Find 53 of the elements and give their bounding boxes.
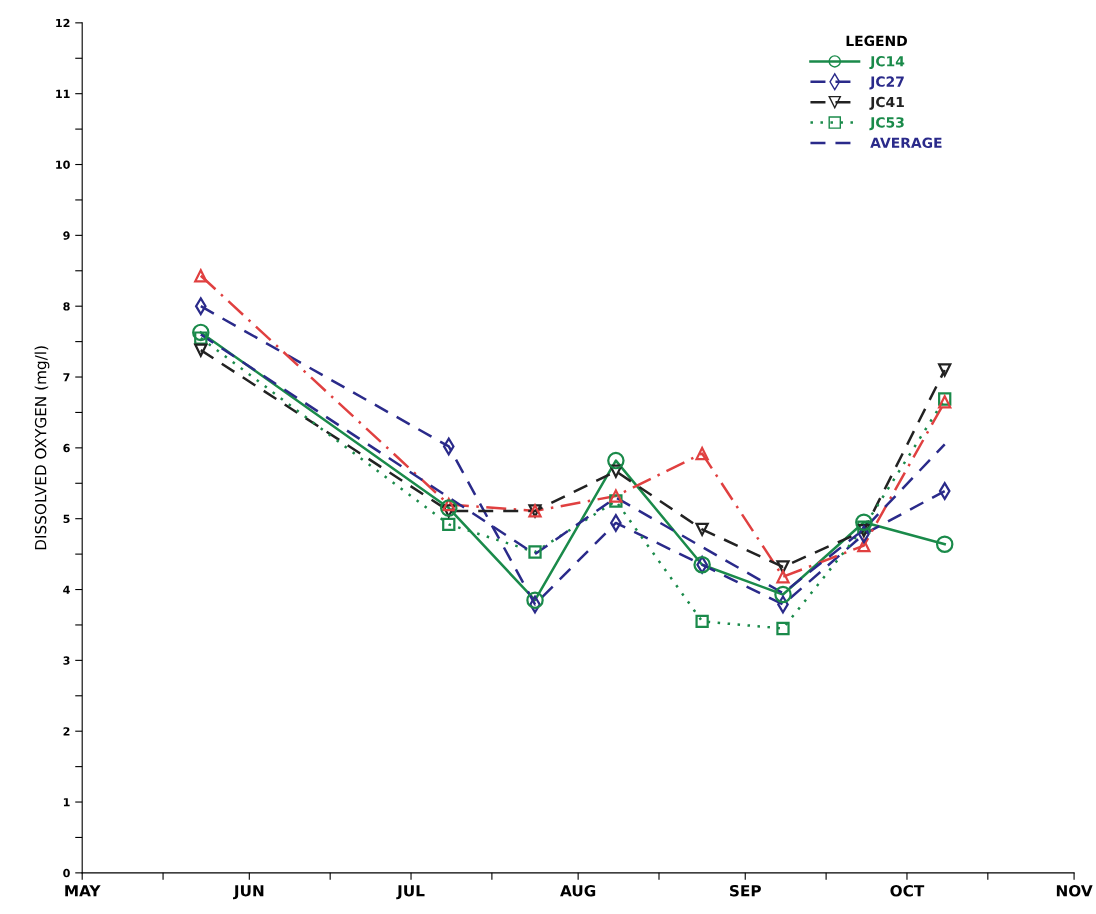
legend-label: AVERAGE bbox=[870, 137, 942, 149]
x-tick-label: SEP bbox=[730, 884, 761, 897]
x-tick-label: AUG bbox=[560, 884, 596, 897]
point bbox=[774, 585, 792, 604]
point bbox=[938, 363, 952, 377]
point bbox=[857, 520, 871, 534]
y-tick-label: 5 bbox=[63, 514, 70, 524]
y-tick-label: 2 bbox=[63, 727, 70, 736]
x-tick-label: OCT bbox=[890, 884, 925, 897]
point bbox=[935, 535, 954, 553]
point bbox=[609, 489, 623, 503]
point bbox=[609, 494, 623, 508]
point bbox=[695, 522, 709, 536]
legend-label: JC14 bbox=[869, 55, 905, 70]
point bbox=[776, 621, 790, 636]
y-tick-label: 6 bbox=[63, 443, 70, 453]
point bbox=[607, 451, 625, 470]
legend-title: LEGEND bbox=[846, 35, 907, 47]
point bbox=[776, 570, 790, 584]
x-tick-label: JUN bbox=[233, 885, 264, 900]
point bbox=[609, 464, 623, 478]
x-tick-label: MAY bbox=[65, 885, 101, 897]
y-tick-label: 10 bbox=[56, 160, 70, 169]
point bbox=[194, 343, 208, 357]
y-tick-label: 1 bbox=[63, 798, 70, 807]
y-tick-label: 0 bbox=[63, 868, 70, 878]
y-tick-label: 4 bbox=[63, 585, 70, 594]
point bbox=[857, 524, 871, 538]
point bbox=[442, 517, 456, 532]
x-tick-label: JUL bbox=[396, 885, 425, 900]
point bbox=[442, 497, 456, 512]
y-tick-label: 3 bbox=[63, 656, 70, 665]
point bbox=[528, 545, 542, 559]
point bbox=[192, 323, 210, 342]
y-tick-label: 7 bbox=[63, 373, 70, 382]
legend-label: JC27 bbox=[869, 76, 904, 90]
legend-label: JC41 bbox=[869, 96, 904, 110]
point bbox=[857, 538, 871, 553]
point bbox=[440, 499, 458, 517]
point bbox=[695, 446, 709, 461]
y-tick-label: 11 bbox=[56, 89, 70, 98]
point bbox=[194, 269, 208, 283]
y-tick-label: 9 bbox=[63, 231, 70, 240]
point bbox=[526, 591, 544, 609]
y-tick-label: 12 bbox=[56, 18, 70, 28]
y-tick-label: 8 bbox=[63, 302, 70, 311]
y-axis-title: DISSOLVED OXYGEN (mg/l) bbox=[34, 346, 50, 550]
point bbox=[442, 504, 456, 518]
legend-label: JC53 bbox=[869, 117, 904, 131]
point bbox=[855, 513, 873, 531]
x-tick-label: NOV bbox=[1056, 884, 1093, 897]
point bbox=[776, 560, 790, 574]
point bbox=[695, 614, 709, 629]
